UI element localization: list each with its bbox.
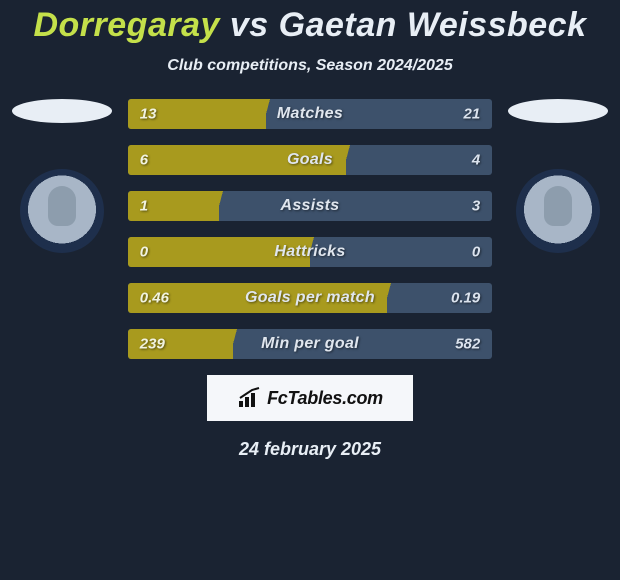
stat-right-value: 582 — [455, 336, 480, 353]
stat-label: Hattricks — [274, 243, 345, 261]
stat-right-value: 21 — [464, 106, 481, 123]
player2-column — [504, 99, 612, 253]
subtitle: Club competitions, Season 2024/2025 — [0, 57, 620, 75]
date-label: 24 february 2025 — [0, 439, 620, 460]
stat-right-value: 0.19 — [451, 290, 480, 307]
chart-icon — [237, 387, 263, 409]
player1-name: Dorregaray — [33, 6, 219, 44]
comparison-card: Dorregaray vs Gaetan Weissbeck Club comp… — [0, 0, 620, 580]
stat-label: Goals — [287, 151, 333, 169]
player2-name: Gaetan Weissbeck — [279, 6, 587, 44]
player1-column — [8, 99, 116, 253]
stat-bar: 239 Min per goal 582 — [128, 329, 492, 359]
stat-left-value: 0 — [140, 244, 148, 261]
player1-photo — [12, 99, 112, 123]
player2-club-badge — [516, 169, 600, 253]
page-title: Dorregaray vs Gaetan Weissbeck — [0, 6, 620, 45]
stat-right-value: 3 — [472, 198, 480, 215]
stat-left-value: 0.46 — [140, 290, 169, 307]
stat-left-value: 13 — [140, 106, 157, 123]
stat-right-value: 4 — [472, 152, 480, 169]
stat-bar: 0 Hattricks 0 — [128, 237, 492, 267]
stat-label: Goals per match — [245, 289, 375, 307]
stat-left-value: 239 — [140, 336, 165, 353]
brand-badge[interactable]: FcTables.com — [207, 375, 413, 421]
stat-bar: 13 Matches 21 — [128, 99, 492, 129]
player2-photo — [508, 99, 608, 123]
stat-bar: 0.46 Goals per match 0.19 — [128, 283, 492, 313]
stat-right-value: 0 — [472, 244, 480, 261]
stat-bar: 6 Goals 4 — [128, 145, 492, 175]
stat-label: Assists — [280, 197, 339, 215]
stat-bars: 13 Matches 21 6 Goals 4 1 Assists 3 0 Hattricks 0 0.… — [128, 99, 492, 359]
stat-label: Matches — [277, 105, 343, 123]
stat-bar: 1 Assists 3 — [128, 191, 492, 221]
stat-left-value: 6 — [140, 152, 148, 169]
stat-left-value: 1 — [140, 198, 148, 215]
stat-label: Min per goal — [261, 335, 359, 353]
brand-text: FcTables.com — [267, 388, 383, 409]
player1-club-badge — [20, 169, 104, 253]
vs-label: vs — [230, 6, 269, 44]
stats-grid: 13 Matches 21 6 Goals 4 1 Assists 3 0 Hattricks 0 0.… — [0, 99, 620, 359]
